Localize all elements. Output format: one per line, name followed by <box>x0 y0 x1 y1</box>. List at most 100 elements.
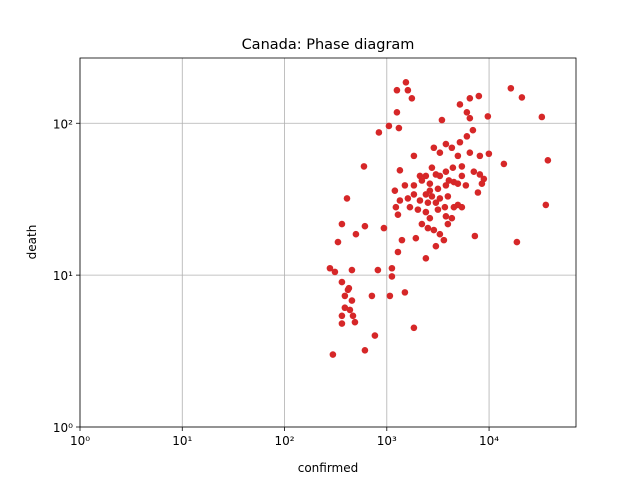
point <box>371 332 379 339</box>
point <box>456 101 464 108</box>
point <box>436 230 444 238</box>
point <box>360 163 368 170</box>
point <box>450 203 458 211</box>
y-tick-label: 10⁰ <box>53 421 73 435</box>
point <box>422 208 430 216</box>
point <box>444 220 452 228</box>
point <box>448 144 456 152</box>
point <box>466 114 474 122</box>
point <box>445 177 453 184</box>
point <box>329 351 337 358</box>
point <box>401 289 409 296</box>
point <box>331 268 339 276</box>
point <box>414 206 422 213</box>
point <box>386 292 394 300</box>
point <box>422 172 430 180</box>
point <box>334 238 342 246</box>
point <box>500 160 508 168</box>
point <box>326 264 334 272</box>
point <box>475 92 483 100</box>
point <box>458 172 466 180</box>
point <box>388 273 396 280</box>
point <box>538 113 546 121</box>
point <box>416 197 424 204</box>
point <box>338 312 346 320</box>
point <box>442 140 450 148</box>
point <box>442 182 450 189</box>
point <box>406 203 414 211</box>
point <box>462 182 470 189</box>
point <box>395 124 403 132</box>
point <box>349 312 357 320</box>
point <box>418 220 426 228</box>
point <box>346 306 354 314</box>
point <box>341 292 349 300</box>
x-tick-label: 10¹ <box>172 434 192 448</box>
point <box>469 126 477 134</box>
point <box>410 182 418 189</box>
point <box>352 230 360 238</box>
point <box>507 84 515 92</box>
point <box>436 172 444 180</box>
y-axis-label: death <box>25 225 39 260</box>
point <box>436 195 444 202</box>
point <box>361 222 369 230</box>
point <box>430 226 438 234</box>
y-tick-label: 10¹ <box>53 269 73 283</box>
point <box>458 163 466 170</box>
point <box>428 193 436 200</box>
point <box>348 266 356 274</box>
x-axis-label: confirmed <box>298 461 359 475</box>
point <box>470 168 478 175</box>
point <box>374 266 382 274</box>
x-tick-label: 10³ <box>377 434 397 448</box>
y-tick-label: 10² <box>53 117 73 131</box>
chart-title: Canada: Phase diagram <box>242 37 415 53</box>
point <box>471 232 479 240</box>
point <box>544 157 552 164</box>
point <box>410 152 418 160</box>
point <box>436 149 444 157</box>
plot-frame <box>79 57 577 428</box>
point <box>398 236 406 244</box>
point <box>440 236 448 244</box>
point <box>478 180 486 187</box>
point <box>408 95 416 102</box>
point <box>351 318 359 326</box>
point <box>424 199 432 206</box>
x-tick-label: 10² <box>274 434 294 448</box>
point <box>410 324 418 332</box>
point <box>518 94 526 101</box>
point <box>393 109 401 116</box>
point <box>476 152 484 160</box>
point <box>430 144 438 152</box>
point <box>394 248 402 256</box>
point <box>396 197 404 204</box>
point <box>449 164 457 171</box>
point <box>380 224 388 232</box>
point <box>338 278 346 286</box>
point <box>474 189 482 196</box>
point <box>513 238 521 246</box>
point <box>448 214 456 222</box>
point <box>385 122 393 130</box>
point <box>450 178 458 186</box>
point <box>410 191 418 198</box>
point <box>361 346 369 354</box>
point <box>343 195 351 202</box>
point <box>456 138 464 146</box>
point <box>338 220 346 228</box>
point <box>426 214 434 222</box>
point <box>422 191 430 198</box>
point <box>338 320 346 327</box>
point <box>404 86 412 94</box>
point <box>392 203 400 211</box>
point <box>368 292 376 300</box>
point <box>476 171 484 178</box>
point <box>463 109 471 116</box>
point <box>412 234 420 242</box>
point <box>542 201 550 209</box>
point <box>442 168 450 175</box>
point <box>418 177 426 184</box>
